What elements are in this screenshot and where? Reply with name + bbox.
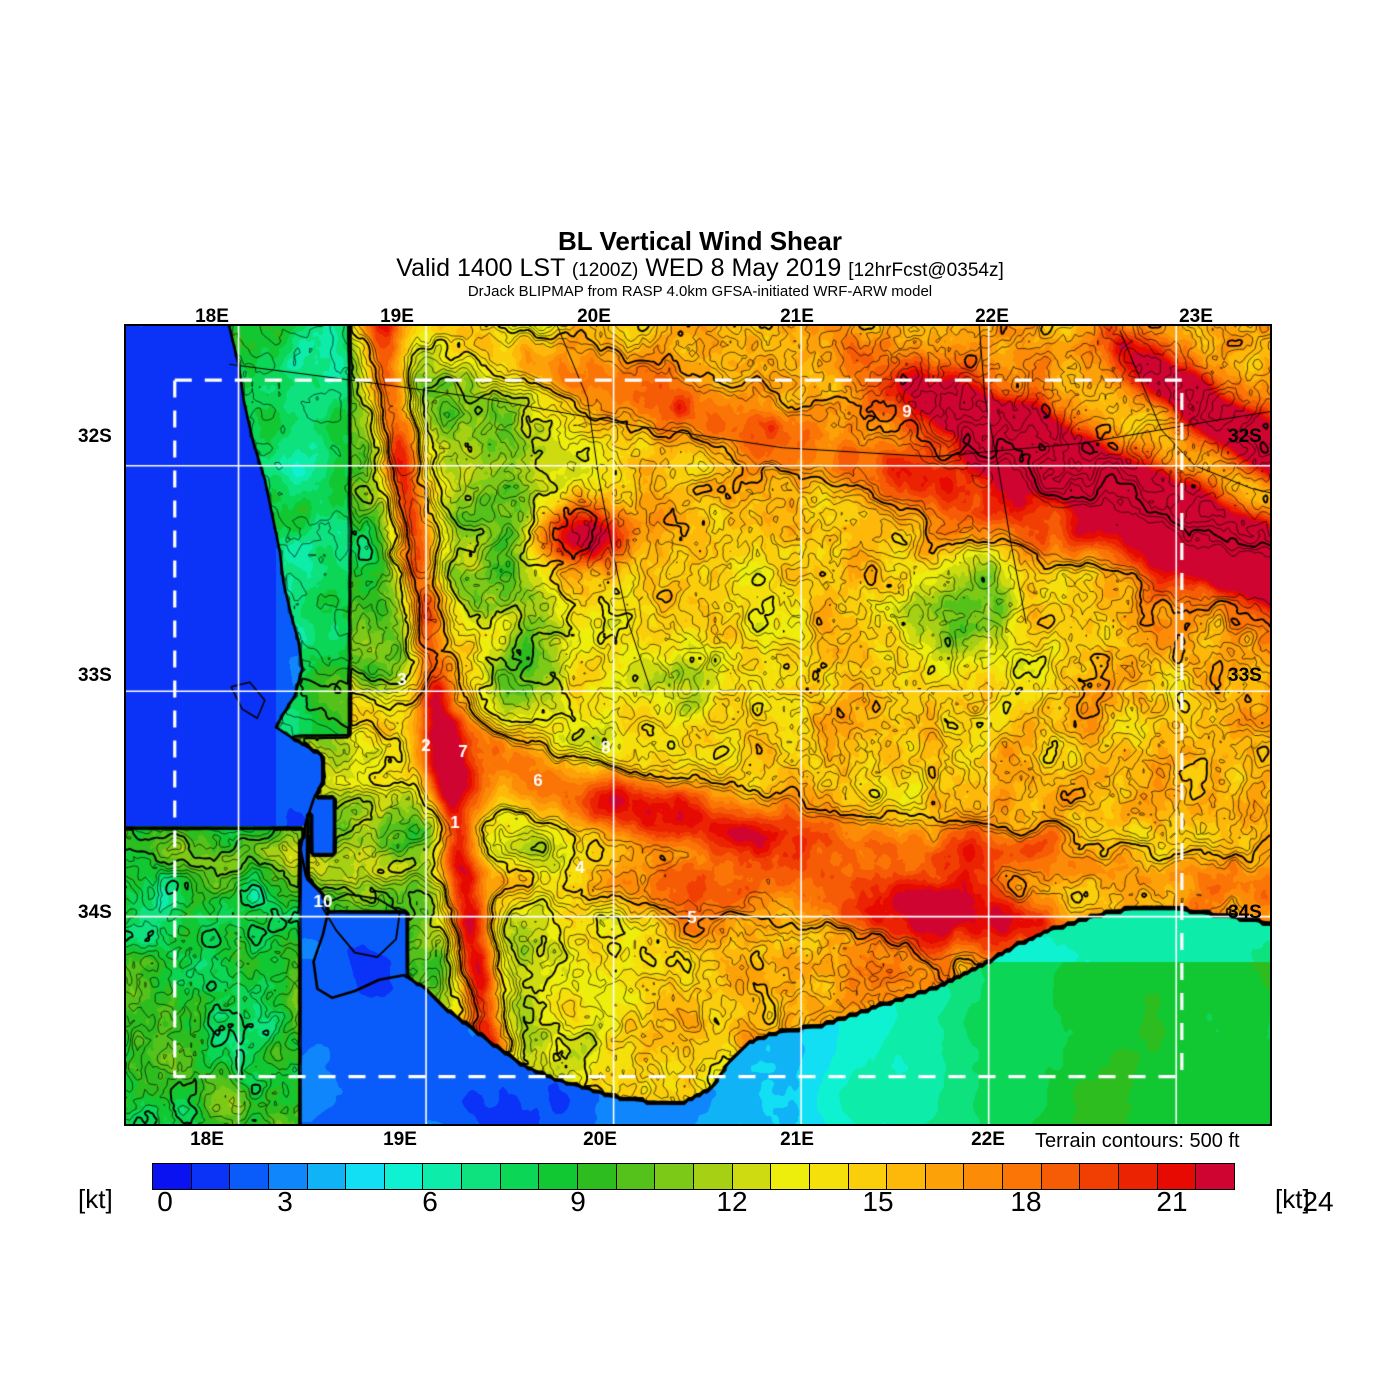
colorbar-tick-label: 21 xyxy=(1156,1186,1188,1217)
colorbar-swatch xyxy=(1041,1164,1081,1189)
valid-time-line: Valid 1400 LST (1200Z) WED 8 May 2019 [1… xyxy=(0,255,1400,281)
colorbar-swatch xyxy=(655,1164,694,1189)
colorbar-swatch xyxy=(230,1164,269,1189)
colorbar-tick-label: 12 xyxy=(716,1186,748,1217)
colorbar-swatch xyxy=(1080,1164,1120,1189)
colorbar-tick-label: 6 xyxy=(422,1186,438,1217)
colorbar-swatch xyxy=(1119,1164,1158,1189)
lon-label-bottom: 18E xyxy=(190,1129,224,1150)
lon-label-top: 19E xyxy=(380,306,414,327)
colorbar-swatch xyxy=(539,1164,579,1189)
colorbar-swatch xyxy=(346,1164,385,1189)
lat-label-left: 34S xyxy=(78,902,112,923)
colorbar-tick-label: 24 xyxy=(1302,1186,1334,1217)
colorbar-swatch xyxy=(925,1164,965,1189)
colorbar-swatch xyxy=(693,1164,733,1189)
colorbar-swatch xyxy=(384,1164,424,1189)
lat-label-left: 32S xyxy=(78,426,112,447)
colorbar-swatch xyxy=(423,1164,463,1189)
lat-label-right: 32S xyxy=(1228,426,1262,447)
page-title: BL Vertical Wind Shear xyxy=(558,226,842,256)
weather-map[interactable] xyxy=(124,324,1272,1126)
colorbar-swatch xyxy=(191,1164,231,1189)
colorbar-swatch xyxy=(887,1164,926,1189)
colorbar-swatch xyxy=(616,1164,656,1189)
colorbar-swatch xyxy=(500,1164,540,1189)
lat-label-right: 33S xyxy=(1228,665,1262,686)
colorbar-unit-left: [kt] xyxy=(78,1184,113,1214)
colorbar-swatch xyxy=(732,1164,772,1189)
colorbar-swatch xyxy=(268,1164,308,1189)
valid-prefix: Valid 1400 LST xyxy=(396,254,572,282)
colorbar-swatch xyxy=(307,1164,347,1189)
colorbar-tick-label: 0 xyxy=(157,1186,173,1217)
valid-forecast-tag: [12hrFcst@0354z] xyxy=(848,260,1004,281)
colorbar-tick-label: 9 xyxy=(570,1186,586,1217)
title-block: BL Vertical Wind Shear Valid 1400 LST (1… xyxy=(0,228,1400,300)
lon-label-top: 23E xyxy=(1179,306,1213,327)
lon-label-bottom: 20E xyxy=(583,1129,617,1150)
lon-label-bottom: 22E xyxy=(971,1129,1005,1150)
valid-date: WED 8 May 2019 xyxy=(638,254,849,282)
lon-label-top: 22E xyxy=(975,306,1009,327)
terrain-contour-note: Terrain contours: 500 ft xyxy=(1035,1130,1240,1152)
colorbar-swatch xyxy=(1003,1164,1042,1189)
lon-label-bottom: 21E xyxy=(780,1129,814,1150)
valid-utc: (1200Z) xyxy=(571,260,639,281)
colorbar-unit-right: [kt] xyxy=(1275,1184,1310,1214)
colorbar-tick-label: 3 xyxy=(277,1186,293,1217)
colorbar[interactable] xyxy=(152,1163,1235,1190)
colorbar-swatch xyxy=(848,1164,888,1189)
model-source-line: DrJack BLIPMAP from RASP 4.0km GFSA-init… xyxy=(467,283,933,301)
lon-label-top: 21E xyxy=(780,306,814,327)
colorbar-tick-label: 15 xyxy=(862,1186,894,1217)
lat-label-left: 33S xyxy=(78,665,112,686)
colorbar-swatch xyxy=(1157,1164,1197,1189)
colorbar-swatch xyxy=(1196,1164,1234,1189)
colorbar-swatch xyxy=(578,1164,617,1189)
lon-label-bottom: 19E xyxy=(383,1129,417,1150)
lon-label-top: 20E xyxy=(577,306,611,327)
colorbar-swatch xyxy=(964,1164,1004,1189)
lat-label-right: 34S xyxy=(1228,902,1262,923)
shear-field-canvas xyxy=(126,326,1270,1124)
colorbar-tick-label: 18 xyxy=(1010,1186,1042,1217)
colorbar-swatch xyxy=(771,1164,810,1189)
lon-label-top: 18E xyxy=(195,306,229,327)
colorbar-swatch xyxy=(153,1164,192,1189)
colorbar-swatch xyxy=(462,1164,501,1189)
colorbar-swatch xyxy=(809,1164,849,1189)
